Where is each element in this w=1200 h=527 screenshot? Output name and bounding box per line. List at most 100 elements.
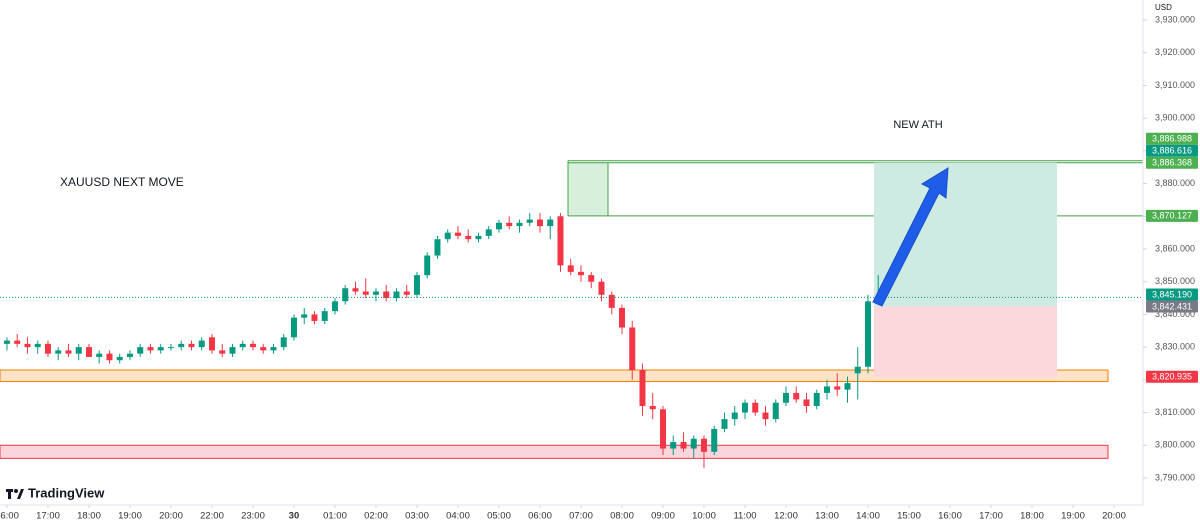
candle-body bbox=[475, 235, 482, 240]
candle-body bbox=[331, 301, 338, 312]
candle-body bbox=[55, 350, 62, 354]
y-tick-label: 3,800.000 bbox=[1155, 440, 1195, 450]
logo-shape bbox=[17, 489, 24, 499]
x-tick-label: 03:00 bbox=[405, 511, 429, 522]
x-tick-label: 10:00 bbox=[692, 511, 716, 522]
price-label: 3,886.368 bbox=[1152, 158, 1192, 168]
candle-body bbox=[65, 350, 72, 354]
candle-body bbox=[208, 337, 215, 351]
x-tick-label: 04:00 bbox=[446, 511, 470, 522]
candle-body bbox=[126, 353, 133, 357]
price-label-box bbox=[1146, 370, 1198, 383]
loss-area bbox=[874, 306, 1057, 377]
y-tick-label: 3,900.000 bbox=[1155, 113, 1195, 123]
candle-body bbox=[342, 288, 349, 302]
candle-body bbox=[608, 294, 615, 308]
x-tick-label: 16:00 bbox=[0, 511, 19, 522]
candle-body bbox=[557, 216, 564, 266]
y-tick-label: 3,850.000 bbox=[1155, 276, 1195, 286]
candle-body bbox=[813, 392, 820, 407]
candle-body bbox=[239, 343, 246, 348]
candle-body bbox=[147, 347, 154, 351]
candle-body bbox=[567, 265, 574, 272]
candle-body bbox=[465, 235, 472, 240]
chart-title: XAUUSD NEXT MOVE bbox=[60, 175, 184, 189]
price-label: 3,845.190 bbox=[1152, 289, 1192, 299]
x-tick-label: 06:00 bbox=[528, 511, 552, 522]
currency: USD bbox=[1155, 3, 1172, 12]
x-tick-label: 20:00 bbox=[1102, 511, 1126, 522]
price-axis: USD 3,790.0003,800.0003,810.0003,820.000… bbox=[1142, 0, 1200, 527]
candle-body bbox=[823, 386, 830, 393]
x-tick-label: 19:00 bbox=[118, 511, 142, 522]
candle-body bbox=[116, 356, 123, 361]
candle-body bbox=[352, 288, 359, 292]
candle-body bbox=[362, 291, 369, 295]
candle-body bbox=[372, 291, 379, 295]
candle-body bbox=[311, 314, 318, 321]
x-tick-label: 17:00 bbox=[36, 511, 60, 522]
candle-body bbox=[188, 343, 195, 348]
candle-body bbox=[854, 366, 861, 374]
candle-body bbox=[639, 370, 646, 407]
candle-body bbox=[731, 412, 738, 420]
candle-body bbox=[741, 402, 748, 413]
y-tick-label: 3,910.000 bbox=[1155, 80, 1195, 90]
candle-body bbox=[290, 317, 297, 338]
candle-body bbox=[383, 291, 390, 299]
annotation: NEW ATH bbox=[893, 119, 942, 131]
candle-body bbox=[424, 255, 431, 276]
price-label: 3,842.431 bbox=[1152, 301, 1192, 311]
candle-body bbox=[85, 347, 92, 357]
candle-body bbox=[649, 406, 656, 410]
x-tick-label: 14:00 bbox=[856, 511, 880, 522]
candle-body bbox=[249, 343, 256, 348]
candle-body bbox=[495, 222, 502, 230]
candle-body bbox=[711, 428, 718, 452]
candle-body bbox=[14, 340, 21, 344]
profit-area bbox=[874, 162, 1057, 307]
candle-body bbox=[96, 353, 103, 357]
arrow bbox=[872, 167, 949, 307]
candle-body bbox=[178, 343, 185, 348]
price-label-box bbox=[1146, 156, 1198, 169]
candle-body bbox=[280, 337, 287, 348]
candle-body bbox=[803, 399, 810, 407]
axis-panel bbox=[1143, 0, 1200, 527]
x-tick-label: 18:00 bbox=[77, 511, 101, 522]
y-tick-label: 3,810.000 bbox=[1155, 407, 1195, 417]
candle-body bbox=[167, 347, 174, 349]
candle-body bbox=[260, 347, 267, 351]
candle-body bbox=[659, 409, 666, 449]
candle-body bbox=[3, 340, 10, 344]
candle-body bbox=[516, 222, 523, 227]
y-tick-label: 3,840.000 bbox=[1155, 309, 1195, 319]
x-tick-label: 17:00 bbox=[979, 511, 1003, 522]
candle-body bbox=[454, 232, 461, 236]
candle-body bbox=[403, 291, 410, 295]
price-label-box bbox=[1146, 132, 1198, 145]
candle-body bbox=[34, 343, 41, 348]
candle-body bbox=[577, 271, 584, 276]
candle-body bbox=[321, 311, 328, 321]
y-tick-label: 3,920.000 bbox=[1155, 47, 1195, 57]
price-label: 3,886.616 bbox=[1152, 146, 1192, 156]
logo: TradingView bbox=[6, 485, 105, 500]
x-tick-label: 16:00 bbox=[938, 511, 962, 522]
x-tick-label: 12:00 bbox=[774, 511, 798, 522]
candle-body bbox=[864, 301, 871, 367]
candle-body bbox=[844, 383, 851, 390]
price-label: 3,870.127 bbox=[1152, 211, 1192, 221]
candle-body bbox=[229, 347, 236, 354]
x-tick-label: 09:00 bbox=[651, 511, 675, 522]
candle-body bbox=[752, 402, 759, 413]
candle-body bbox=[670, 441, 677, 449]
price-label: 3,886.988 bbox=[1152, 134, 1192, 144]
x-tick-label: 11:00 bbox=[733, 511, 756, 522]
x-tick-label: 20:00 bbox=[159, 511, 183, 522]
price-label-box bbox=[1146, 288, 1198, 301]
logo-shape bbox=[8, 489, 11, 499]
candle-body bbox=[270, 347, 277, 351]
candle-body bbox=[444, 232, 451, 240]
